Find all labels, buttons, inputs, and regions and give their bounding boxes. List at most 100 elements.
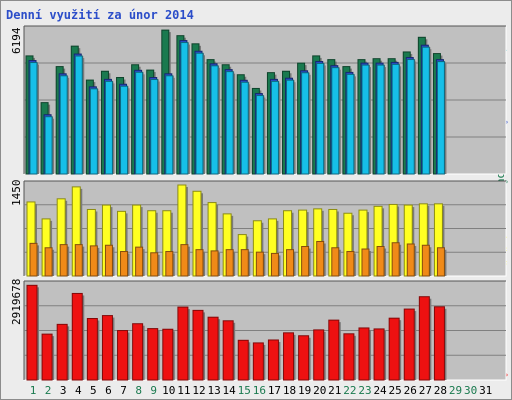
hits-bar: [346, 73, 355, 175]
sites-bar: [29, 242, 38, 277]
x-tick-label: 16: [253, 384, 266, 397]
hits-bar: [165, 75, 174, 175]
sites-bar: [406, 243, 415, 277]
kbytes-bar: [117, 330, 129, 381]
sites-bar: [120, 251, 129, 277]
x-tick-label: 19: [298, 384, 311, 397]
kbytes-bar: [162, 328, 174, 381]
hits-bar: [210, 65, 219, 175]
hits-bar: [316, 62, 325, 175]
x-tick-label: 18: [283, 384, 296, 397]
kbytes-bar: [101, 315, 113, 381]
x-tick-label: 13: [207, 384, 220, 397]
sites-bar: [195, 249, 204, 277]
sites-bar: [89, 245, 98, 277]
kbytes-bar: [388, 317, 400, 381]
x-tick-label: 20: [313, 384, 326, 397]
hits-bar: [286, 79, 295, 175]
kbytes-bar: [56, 323, 68, 381]
x-tick-label: 28: [434, 384, 447, 397]
x-tick-label: 5: [90, 384, 97, 397]
hits-bar: [270, 80, 279, 175]
kbytes-bar: [418, 296, 430, 381]
x-tick-label: 14: [223, 384, 237, 397]
x-tick-label: 2: [45, 384, 52, 397]
x-tick-label: 23: [358, 384, 371, 397]
kbytes-bar: [433, 306, 445, 381]
kbytes-bar: [298, 335, 310, 381]
x-tick-label: 10: [162, 384, 175, 397]
hits-bar: [59, 75, 68, 175]
x-tick-label: 11: [177, 384, 190, 397]
hits-bar: [240, 81, 249, 175]
x-tick-label: 26: [404, 384, 417, 397]
hits-bar: [135, 71, 144, 175]
x-tick-label: 8: [135, 384, 142, 397]
kbytes-bar: [403, 308, 415, 381]
hits-bar: [150, 79, 159, 175]
hits-bar: [195, 52, 204, 175]
kbytes-bar: [192, 309, 204, 381]
sites-bar: [316, 240, 325, 277]
sites-bar: [240, 249, 249, 277]
x-tick-label: 25: [389, 384, 402, 397]
hits-bar: [421, 46, 430, 175]
hits-bar: [361, 64, 370, 175]
sites-bar: [74, 244, 83, 277]
sites-bar: [270, 252, 279, 277]
x-tick-label: 31: [479, 384, 492, 397]
sites-bar: [44, 247, 53, 277]
x-tick-label: 15: [238, 384, 251, 397]
hits-bar: [180, 42, 189, 175]
sites-bar: [150, 252, 159, 277]
kbytes-bar: [328, 319, 340, 381]
x-tick-label: 24: [373, 384, 387, 397]
x-tick-label: 12: [192, 384, 205, 397]
x-tick-label: 27: [419, 384, 432, 397]
kbytes-bar: [283, 332, 295, 381]
x-tick-label: 6: [105, 384, 112, 397]
kbytes-bar: [86, 318, 98, 381]
x-tick-label: 4: [75, 384, 82, 397]
sites-bar: [301, 246, 310, 277]
x-tick-label: 22: [343, 384, 356, 397]
sites-bar: [135, 246, 144, 277]
x-tick-label: 30: [464, 384, 477, 397]
hits-bar: [436, 61, 445, 175]
hits-bar: [44, 116, 53, 175]
chart-title: Denní využití za únor 2014: [6, 8, 194, 22]
sites-bar: [104, 244, 113, 277]
hits-bar: [301, 72, 310, 175]
sites-bar: [361, 248, 370, 277]
kbytes-bar: [41, 333, 53, 381]
hits-bar: [406, 59, 415, 175]
sites-bar: [210, 250, 219, 277]
kbytes-bar: [222, 320, 234, 381]
kbytes-bar: [147, 328, 159, 381]
sites-bar: [376, 246, 385, 277]
kbytes-bar: [343, 333, 355, 381]
kbytes-bar: [26, 284, 38, 381]
hits-bar: [120, 85, 129, 175]
hits-bar: [376, 64, 385, 175]
hits-bar: [104, 80, 113, 175]
kbytes-bar: [267, 339, 279, 381]
sites-bar: [391, 242, 400, 277]
x-tick-label: 21: [328, 384, 341, 397]
kbytes-bar: [313, 329, 325, 381]
hits-bar: [225, 71, 234, 175]
sites-bar: [225, 249, 234, 277]
sites-bar: [436, 247, 445, 277]
x-tick-label: 3: [60, 384, 67, 397]
x-tick-label: 1: [30, 384, 37, 397]
sites-bar: [331, 247, 340, 277]
x-tick-label: 29: [449, 384, 462, 397]
sites-bar: [59, 244, 68, 277]
hits-bar: [331, 67, 340, 175]
kbytes-bar: [237, 339, 249, 381]
hits-bar: [391, 63, 400, 175]
x-tick-label: 9: [150, 384, 157, 397]
kbytes-bar: [177, 306, 189, 381]
kbytes-bar: [71, 292, 83, 381]
